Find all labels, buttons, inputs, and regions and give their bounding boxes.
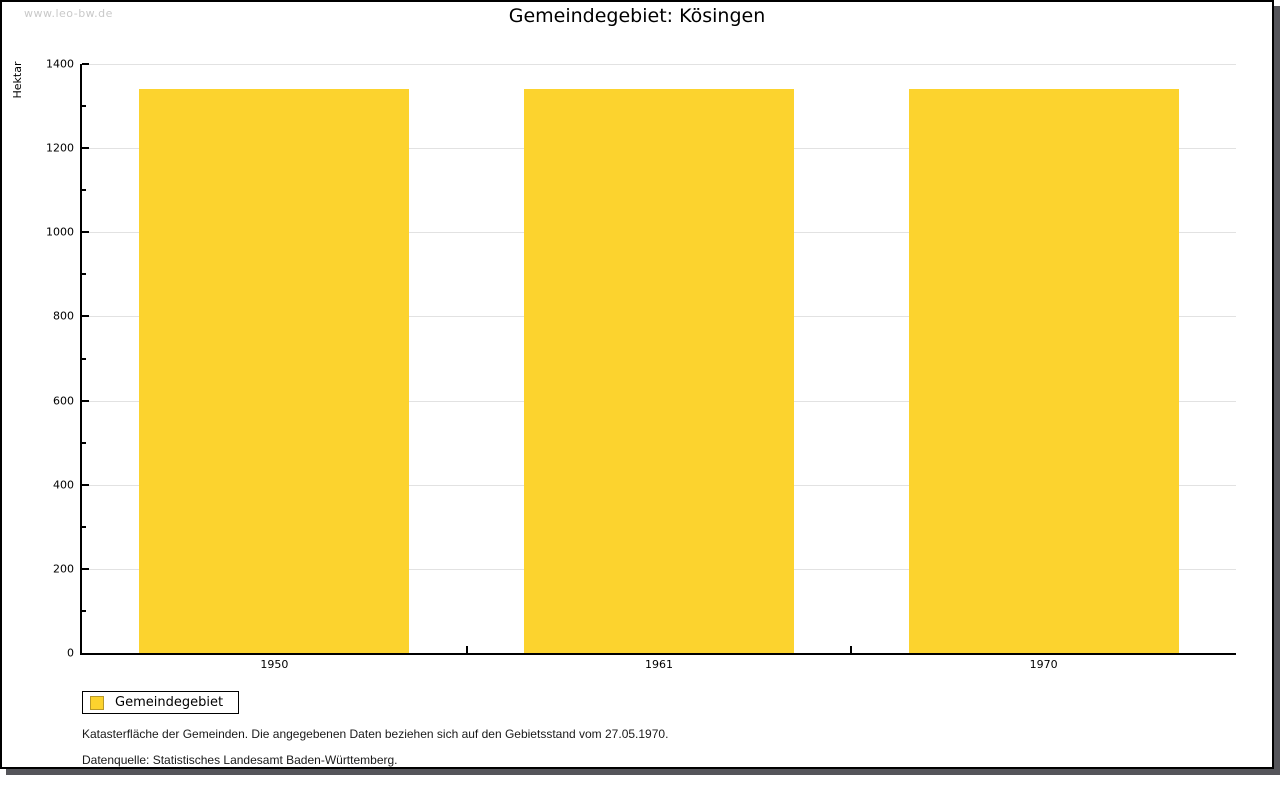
- y-major-tick-600: [82, 399, 89, 402]
- y-tick-label-200: 200: [53, 562, 74, 576]
- legend-swatch-gemeindegebiet: [90, 695, 104, 710]
- x-tick-label-1950: 1950: [260, 658, 289, 671]
- y-minor-tick-1100: [82, 189, 86, 192]
- bar-gemeindegebiet-1961: [524, 89, 794, 653]
- bar-gemeindegebiet-1970: [908, 89, 1179, 653]
- y-tick-label-1400: 1400: [46, 57, 74, 71]
- gridline-1400: [82, 64, 1236, 65]
- y-axis-title: Hektar: [11, 61, 24, 99]
- plot-area: 0 200 400 600 800 1000 1200 1400 1950 1961 1970: [46, 58, 1236, 671]
- legend-box: Gemeindegebiet: [82, 691, 240, 714]
- y-tick-label-1000: 1000: [46, 225, 74, 239]
- y-tick-label-0: 0: [67, 646, 74, 660]
- y-minor-tick-300: [82, 525, 86, 528]
- y-minor-tick-900: [82, 273, 86, 276]
- y-minor-tick-100: [82, 609, 86, 612]
- y-minor-tick-500: [82, 441, 86, 444]
- y-major-tick-400: [82, 483, 89, 486]
- x-boundary-tick-1: [465, 646, 468, 653]
- watermark-leo-bw: www.leo-bw.de: [24, 7, 113, 20]
- y-tick-label-800: 800: [53, 309, 74, 323]
- x-tick-label-1961: 1961: [644, 658, 673, 671]
- chart-title: Gemeindegebiet: Kösingen: [508, 5, 766, 27]
- footnote-data-source: Datenquelle: Statistisches Landesamt Bad…: [82, 753, 398, 767]
- y-tick-label-400: 400: [53, 478, 74, 492]
- y-major-tick-800: [82, 315, 89, 318]
- y-major-tick-1200: [82, 147, 89, 150]
- y-minor-tick-700: [82, 357, 86, 360]
- x-boundary-tick-2: [850, 646, 853, 653]
- y-major-tick-200: [82, 567, 89, 570]
- footnote-source-note: Katasterfläche der Gemeinden. Die angege…: [82, 727, 669, 741]
- y-minor-tick-1300: [82, 105, 86, 108]
- legend-label: Gemeindegebiet: [115, 695, 224, 710]
- chart-page: www.leo-bw.de Gemeindegebiet: Kösingen H…: [0, 0, 1274, 769]
- y-major-tick-1000: [82, 231, 89, 234]
- y-tick-label-600: 600: [53, 394, 74, 408]
- x-tick-label-1970: 1970: [1029, 658, 1058, 671]
- y-major-tick-1400: [82, 63, 89, 65]
- bar-gemeindegebiet-1950: [139, 89, 410, 653]
- y-tick-label-1200: 1200: [46, 141, 74, 155]
